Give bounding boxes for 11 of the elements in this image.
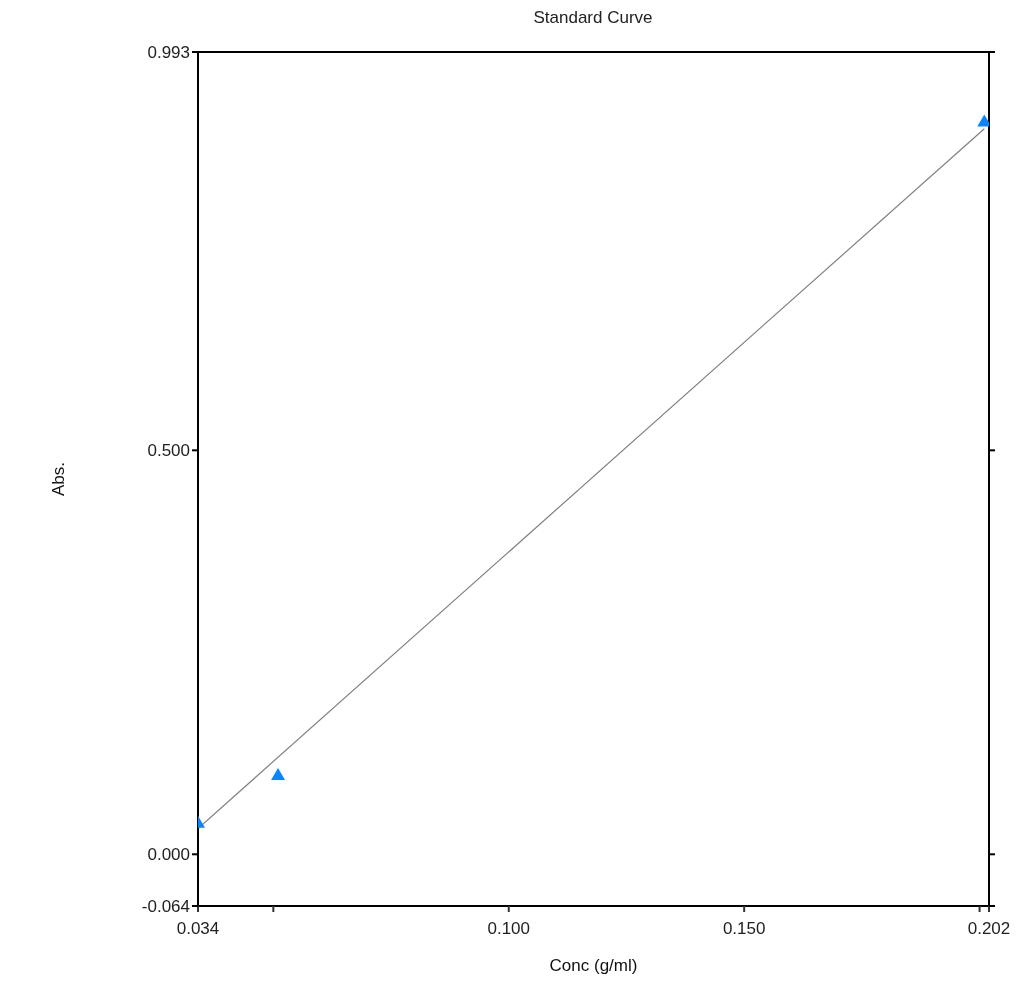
chart-title: Standard Curve — [532, 8, 654, 29]
x-tick-label: 0.150 — [722, 919, 766, 939]
y-tick-label: 0.500 — [147, 441, 190, 461]
y-axis-title: Abs. — [49, 461, 69, 497]
y-tick-label: 0.993 — [147, 43, 190, 63]
x-tick-label: 0.100 — [487, 919, 531, 939]
y-tick-label: -0.064 — [141, 897, 190, 917]
x-tick-label: 0.034 — [176, 919, 220, 939]
x-axis-title: Conc (g/ml) — [549, 956, 638, 975]
x-tick-label: 0.202 — [967, 919, 1011, 939]
y-tick-label: 0.000 — [147, 845, 190, 865]
